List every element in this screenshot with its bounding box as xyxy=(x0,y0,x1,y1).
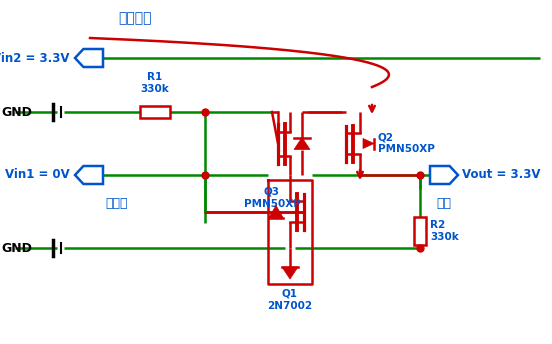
Text: Vin2 = 3.3V: Vin2 = 3.3V xyxy=(0,52,70,65)
Text: Vout = 3.3V: Vout = 3.3V xyxy=(462,169,540,182)
Polygon shape xyxy=(269,205,283,217)
FancyBboxPatch shape xyxy=(414,217,426,245)
Text: R1
330k: R1 330k xyxy=(141,72,169,94)
Text: R2
330k: R2 330k xyxy=(430,220,459,242)
Text: Q3
PMN50XP: Q3 PMN50XP xyxy=(243,187,300,208)
FancyBboxPatch shape xyxy=(140,106,170,118)
Text: GND: GND xyxy=(1,106,32,118)
Text: 输出: 输出 xyxy=(437,197,452,210)
Text: 外部电源: 外部电源 xyxy=(118,11,152,25)
Polygon shape xyxy=(294,138,310,150)
Text: Q1
2N7002: Q1 2N7002 xyxy=(267,289,312,311)
Text: 主电源: 主电源 xyxy=(105,197,128,210)
Text: GND: GND xyxy=(1,241,32,255)
Text: Q2
PMN50XP: Q2 PMN50XP xyxy=(378,133,435,154)
Text: Vin1 = 0V: Vin1 = 0V xyxy=(6,169,70,182)
Polygon shape xyxy=(282,267,298,279)
Polygon shape xyxy=(363,139,374,149)
